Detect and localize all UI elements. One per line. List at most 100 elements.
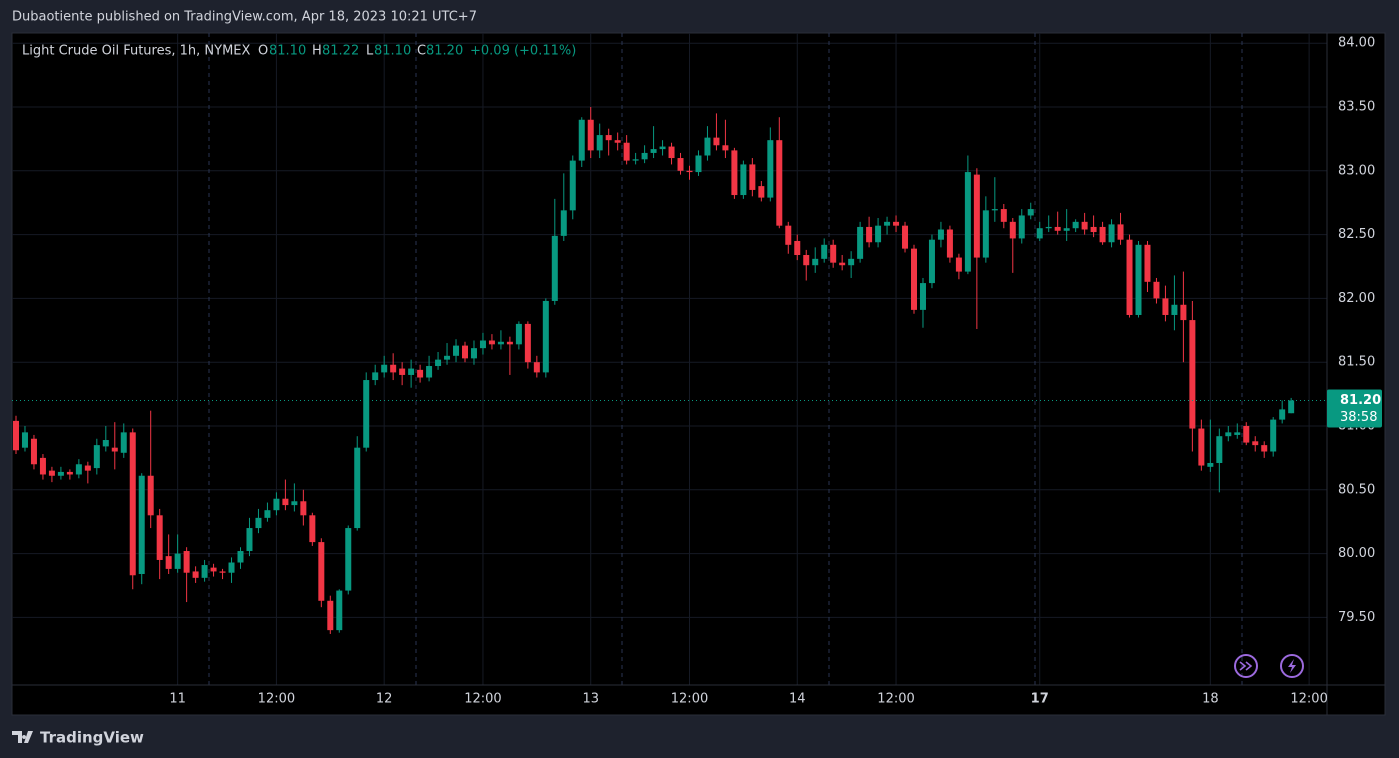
candle-body (462, 345, 468, 359)
candle-body (1036, 228, 1043, 239)
candle-body (372, 372, 379, 381)
candle-body (919, 283, 926, 310)
candle-body (219, 571, 226, 573)
x-tick-label: 17 (1031, 692, 1049, 707)
y-tick-label: 80.00 (1338, 546, 1375, 561)
x-tick-label: 18 (1202, 692, 1219, 707)
candle-body (551, 235, 558, 301)
candle-body (282, 498, 289, 506)
y-tick-label: 82.00 (1338, 291, 1375, 306)
brand: TradingView (40, 729, 144, 747)
candle-body (435, 359, 442, 367)
candle-body (174, 553, 181, 569)
y-tick-label: 81.50 (1338, 355, 1375, 370)
y-tick-label: 84.00 (1338, 36, 1375, 51)
x-tick-label: 13 (582, 692, 599, 707)
candle-body (390, 364, 397, 373)
candle-body (363, 380, 370, 448)
candle-body (560, 210, 567, 236)
candle-body (884, 221, 891, 226)
candle-body (48, 470, 55, 476)
candle-body (695, 155, 702, 173)
candle-body (444, 355, 451, 360)
candle-body (255, 517, 262, 529)
candle-body (21, 432, 28, 448)
candle-body (75, 464, 82, 475)
labels: 79.5080.0080.5081.0081.5082.0082.5083.00… (12, 36, 1382, 707)
candle-body (1135, 244, 1142, 315)
last-price-box (1327, 389, 1382, 428)
candle-body (668, 146, 675, 159)
x-tick-label: 12 (376, 692, 393, 707)
candle-body (677, 158, 684, 171)
candle-body (84, 465, 91, 471)
last-price-label: 81.20 (1340, 393, 1381, 408)
candle-body (1108, 224, 1115, 243)
candle-body (246, 528, 253, 552)
candle-body (488, 340, 495, 345)
candle-body (928, 239, 935, 284)
candles (13, 107, 1295, 634)
candle-body (336, 590, 343, 631)
logo-mark (12, 731, 33, 743)
candle-body (713, 137, 720, 146)
candle-body (524, 323, 531, 363)
legend-value: 81.10 (374, 44, 411, 59)
candle-body (1189, 320, 1196, 429)
candle-body (1279, 409, 1286, 420)
candle-body (632, 159, 639, 161)
countdown: 38:58 (1340, 410, 1377, 425)
candle-body (1225, 432, 1232, 437)
candle-body (1243, 425, 1250, 443)
candle-body (1261, 445, 1268, 452)
candle-body (470, 348, 477, 359)
candle-body (1144, 244, 1151, 282)
candle-body (201, 565, 208, 578)
candle-body (57, 471, 64, 476)
candle-body (911, 248, 917, 310)
candle-body (893, 221, 900, 226)
legend-key: H (312, 44, 322, 59)
candle-body (408, 368, 415, 375)
candle-body (955, 257, 962, 272)
candle-body (147, 475, 154, 516)
candle-body (1117, 224, 1124, 240)
candle-body (803, 255, 810, 266)
candle-body (722, 145, 729, 151)
alert-icon[interactable] (1280, 654, 1304, 678)
candle-body (1072, 221, 1079, 229)
grid (12, 33, 1327, 685)
candle-body (111, 447, 118, 452)
candle-body (587, 119, 594, 151)
x-tick-label: 12:00 (877, 692, 914, 707)
candle-body (345, 528, 352, 591)
icons[interactable] (1234, 654, 1304, 678)
x-tick-label: 12:00 (464, 692, 501, 707)
candle-body (426, 366, 433, 378)
candle-body (1063, 228, 1070, 231)
candle-body (758, 186, 765, 198)
legend-key: L (366, 44, 374, 59)
candle-body (596, 135, 603, 151)
candle-body (731, 150, 738, 196)
x-tick-label: 14 (789, 692, 806, 707)
candle-body (1126, 239, 1133, 315)
candle-body (650, 149, 657, 153)
candle-body (300, 501, 307, 516)
candle-body (605, 135, 612, 141)
candle-body (1162, 298, 1169, 315)
candle-body (497, 341, 504, 345)
candle-body (273, 498, 280, 511)
candle-body (1045, 226, 1052, 229)
candle-body (381, 364, 388, 373)
legend-key: O (258, 44, 268, 59)
candle-body (1270, 419, 1277, 452)
candle-body (991, 209, 998, 211)
chart-panel (11, 32, 1386, 716)
replay-icon[interactable] (1234, 654, 1258, 678)
candle-body (354, 447, 361, 529)
candle-body (1090, 226, 1097, 233)
candle-body (533, 362, 540, 373)
candle-body (39, 457, 46, 475)
candle-body (129, 432, 136, 576)
